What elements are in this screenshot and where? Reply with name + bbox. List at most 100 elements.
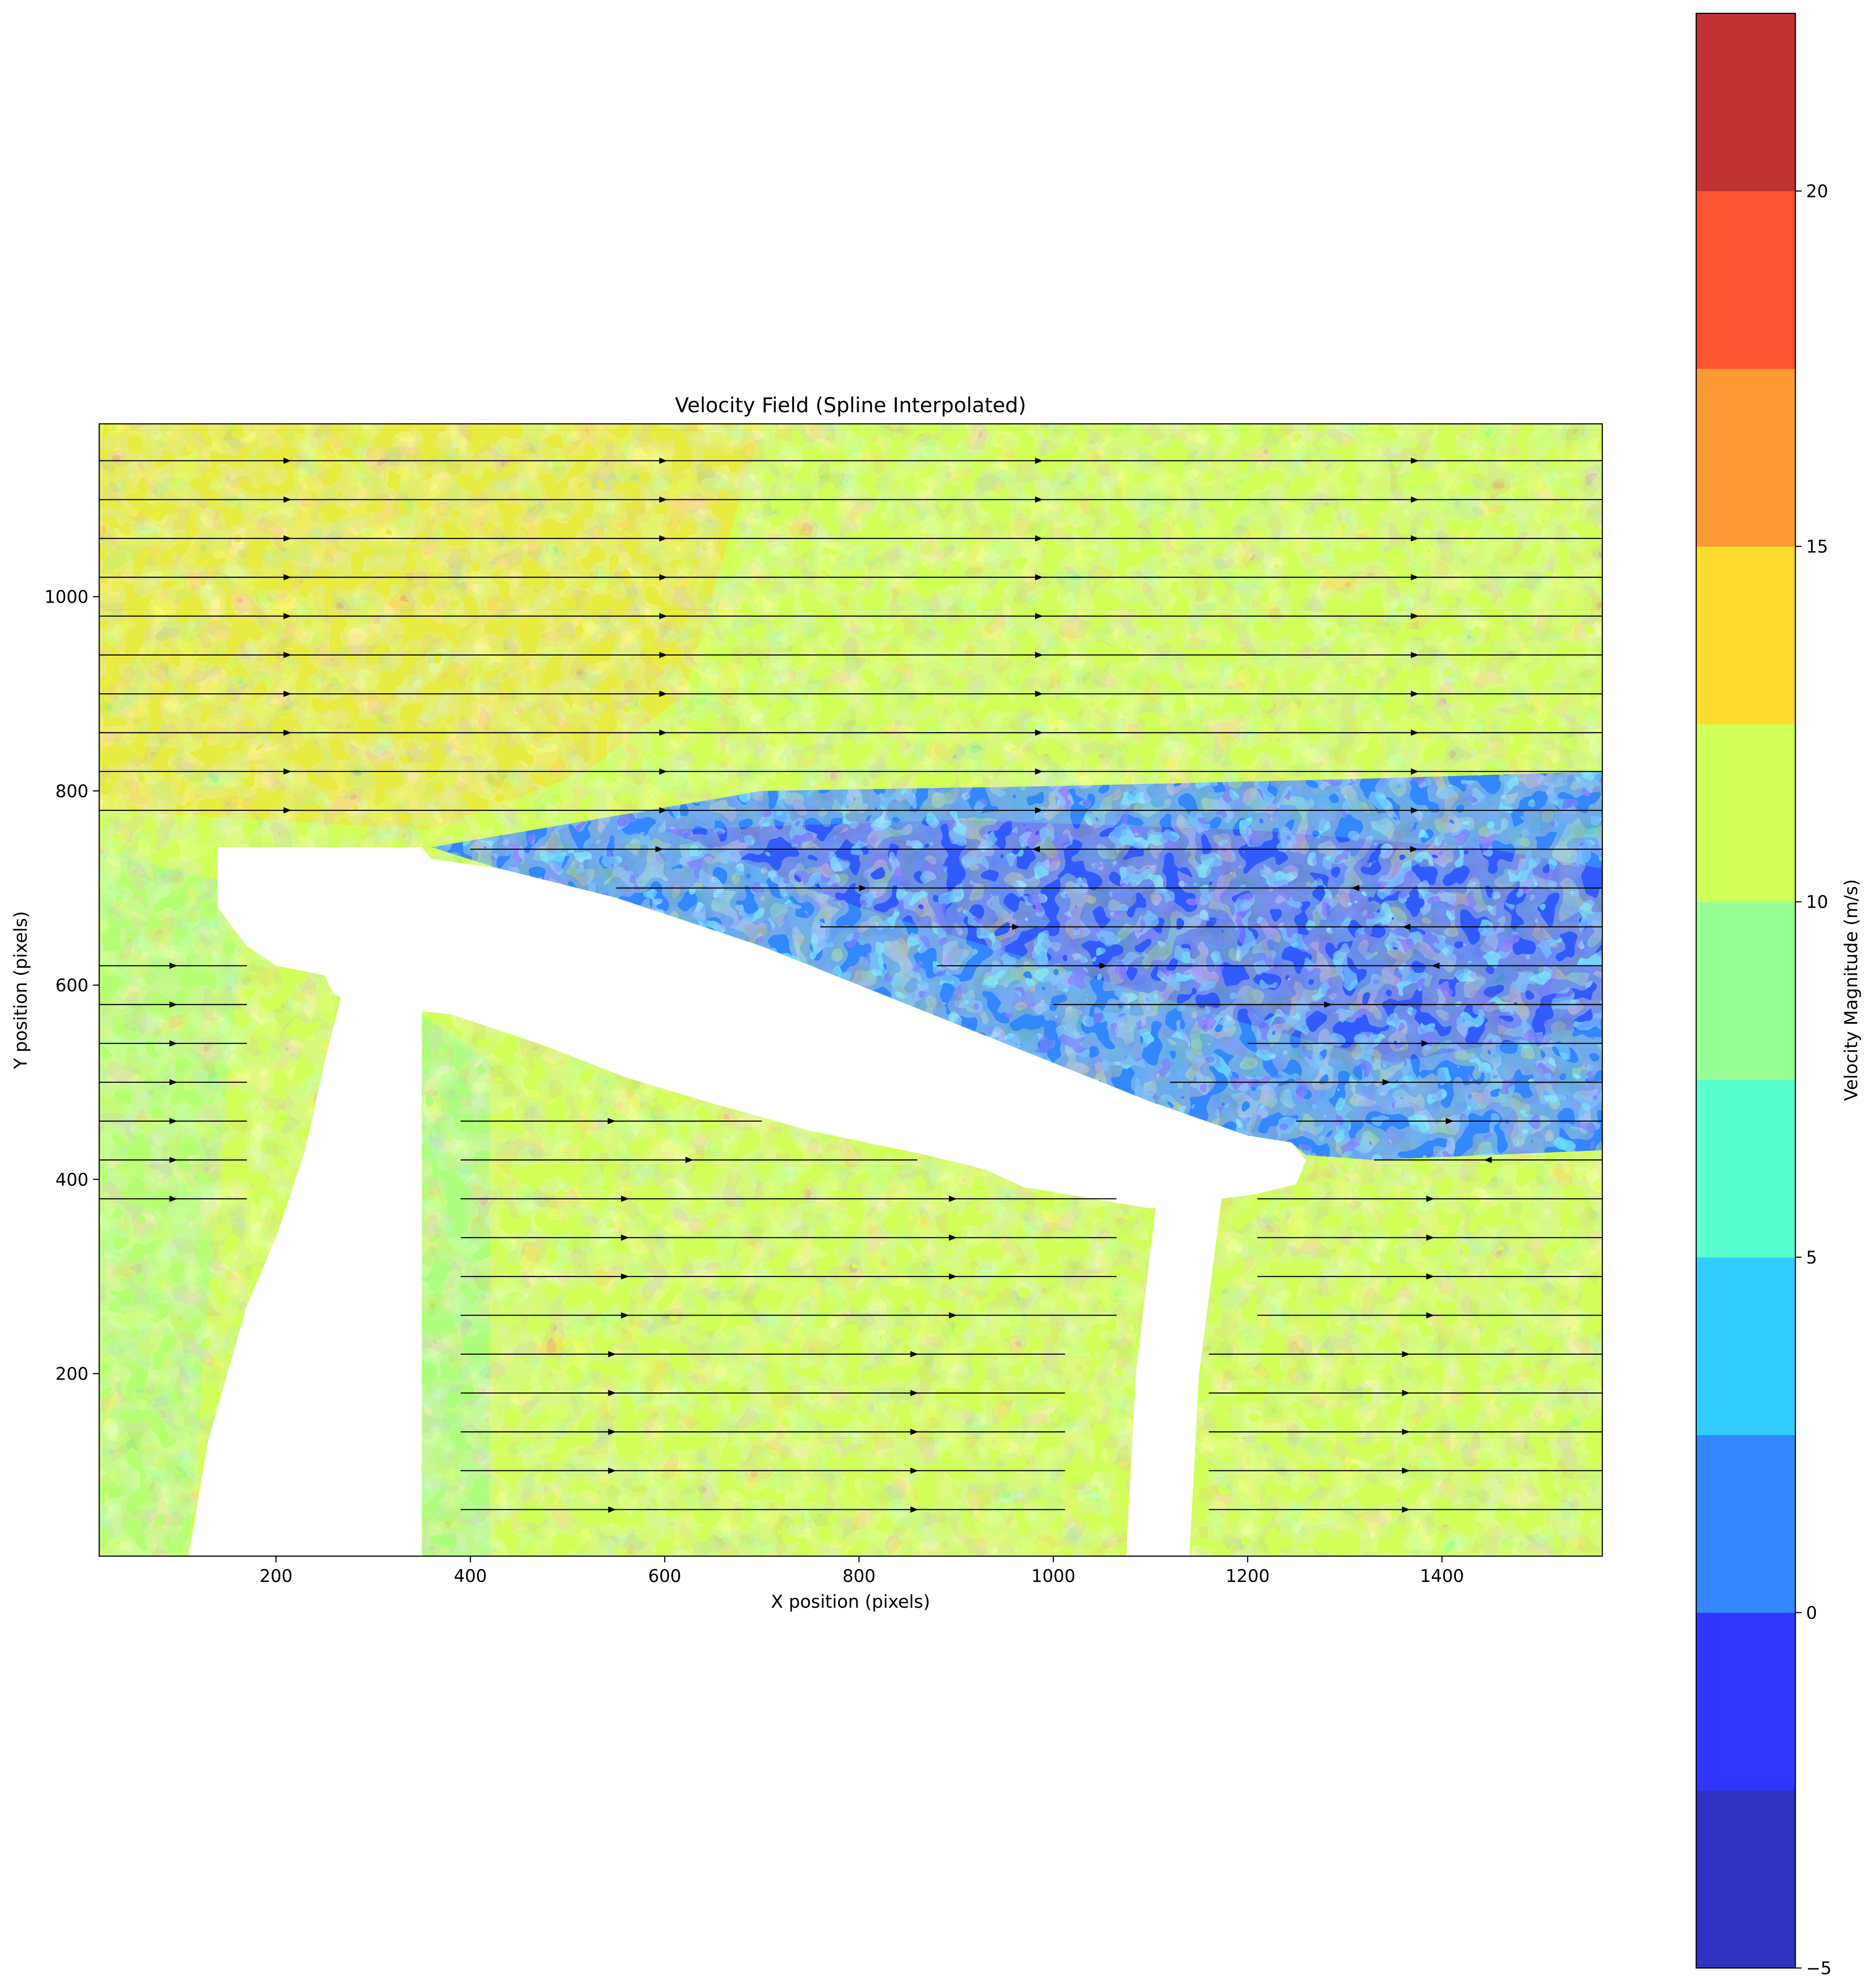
streamline-arrow: [1324, 1001, 1332, 1008]
streamline-arrow: [169, 1157, 178, 1163]
streamline-arrow: [608, 1390, 617, 1396]
x-tick-label: 400: [454, 1566, 487, 1586]
colorbar-tick-label: 0: [1806, 1603, 1817, 1623]
streamline-arrow: [1012, 924, 1020, 930]
streamline-arrow: [659, 691, 668, 697]
streamline-arrow: [283, 729, 292, 736]
streamline-arrow: [1426, 1273, 1435, 1280]
streamline-arrow: [655, 846, 664, 853]
colorbar-band: [1696, 546, 1795, 724]
streamline-arrow: [1411, 807, 1419, 814]
streamline-arrow: [1099, 962, 1108, 969]
streamline-arrow: [1411, 574, 1419, 580]
streamline-arrow: [169, 1001, 178, 1008]
streamline-arrow: [283, 613, 292, 620]
y-tick-label: 200: [56, 1364, 89, 1384]
streamline-arrow: [621, 1234, 629, 1241]
streamline-arrow: [659, 768, 668, 775]
streamline-arrow: [608, 1506, 617, 1513]
colorbar-band: [1696, 1435, 1795, 1613]
colorbar-band: [1696, 901, 1795, 1080]
streamline-arrow: [1402, 1351, 1410, 1357]
streamline-arrow: [283, 807, 292, 814]
streamline-arrow: [685, 1157, 694, 1163]
streamline-arrow: [169, 1118, 178, 1124]
streamline-arrow: [659, 535, 668, 542]
streamline-arrow: [1411, 613, 1419, 620]
streamline-arrow: [621, 1312, 629, 1319]
streamline-arrow: [949, 1312, 957, 1319]
streamline-arrow: [1431, 962, 1440, 969]
colorbar-tick-label: 5: [1806, 1248, 1817, 1268]
colorbar-ticks: −5 0 5 10 15 20: [1795, 182, 1832, 1979]
streamline-arrow: [1411, 457, 1419, 464]
streamline-arrow: [283, 496, 292, 503]
streamline-arrow: [949, 1195, 957, 1202]
colorbar-band: [1696, 1612, 1795, 1791]
streamline-arrow: [169, 1195, 178, 1202]
obstacles: [188, 847, 1306, 1556]
y-axis-label: Y position (pixels): [11, 911, 31, 1069]
plot-frame: [98, 423, 1603, 1557]
streamline-arrow: [1035, 768, 1043, 775]
streamline-arrow: [1402, 1506, 1410, 1513]
streamline-arrow: [659, 496, 668, 503]
wing-body-mask: [218, 847, 1306, 1209]
colorbar-band: [1696, 1790, 1795, 1968]
streamline-arrow: [949, 1234, 957, 1241]
streamline-arrow: [910, 1467, 919, 1474]
streamline-arrow: [1402, 1429, 1410, 1435]
streamline-arrow: [608, 1351, 617, 1357]
streamline-arrow: [1426, 1312, 1435, 1319]
x-axis-ticks: 200 400 600 800 1000 1200 1400: [259, 1556, 1464, 1586]
streamline-arrow: [1411, 768, 1419, 775]
streamline-arrow: [1035, 729, 1043, 736]
streamline-arrow: [1411, 729, 1419, 736]
streamline-arrow: [283, 574, 292, 580]
streamline-arrow: [1035, 613, 1043, 620]
streamline-arrow: [1035, 457, 1043, 464]
colorbar-bands: [1696, 13, 1795, 1968]
streamline-arrow: [283, 691, 292, 697]
streamline-arrow: [1351, 885, 1359, 891]
streamline-arrow: [283, 768, 292, 775]
streamline-arrow: [1445, 1118, 1454, 1124]
colorbar-tick-label: −5: [1806, 1959, 1832, 1979]
streamline-arrow: [1421, 1040, 1430, 1047]
streamline-arrow: [1402, 1390, 1410, 1396]
colorbar-label: Velocity Magnitude (m/s): [1841, 879, 1862, 1101]
streamline-arrow: [1383, 1079, 1391, 1086]
colorbar-tick-label: 15: [1806, 537, 1828, 557]
right-strut-mask: [1126, 1184, 1224, 1556]
streamline-arrow: [1035, 496, 1043, 503]
streamline-arrow: [1484, 1157, 1492, 1163]
chart-title: Velocity Field (Spline Interpolated): [675, 393, 1026, 417]
streamline-arrow: [910, 1390, 919, 1396]
colorbar-band: [1696, 13, 1795, 192]
streamline-arrow: [169, 1040, 178, 1047]
streamline-arrow: [1426, 1195, 1435, 1202]
streamline-arrow: [1402, 1467, 1410, 1474]
streamlines: [99, 457, 1602, 1513]
streamline-arrow: [1035, 652, 1043, 658]
y-tick-label: 600: [56, 976, 89, 996]
y-tick-label: 800: [56, 781, 89, 801]
streamline-arrow: [659, 729, 668, 736]
streamline-arrow: [659, 652, 668, 658]
x-tick-label: 200: [259, 1566, 292, 1586]
colorbar-tick-label: 20: [1806, 182, 1828, 202]
streamline-arrow: [283, 652, 292, 658]
colorbar-band: [1696, 191, 1795, 369]
y-tick-label: 400: [56, 1170, 89, 1190]
streamline-arrow: [859, 885, 867, 891]
colorbar-band: [1696, 1257, 1795, 1435]
x-tick-label: 600: [648, 1566, 681, 1586]
streamline-arrow: [659, 807, 668, 814]
streamline-arrow: [1411, 652, 1419, 658]
streamline-arrow: [1426, 1234, 1435, 1241]
streamline-arrow: [910, 1351, 919, 1357]
colorbar: −5 0 5 10 15 20 Velocity Magnitude (m/s): [1695, 12, 1862, 1979]
x-axis-label: X position (pixels): [771, 1592, 930, 1612]
streamline-arrow: [1411, 496, 1419, 503]
